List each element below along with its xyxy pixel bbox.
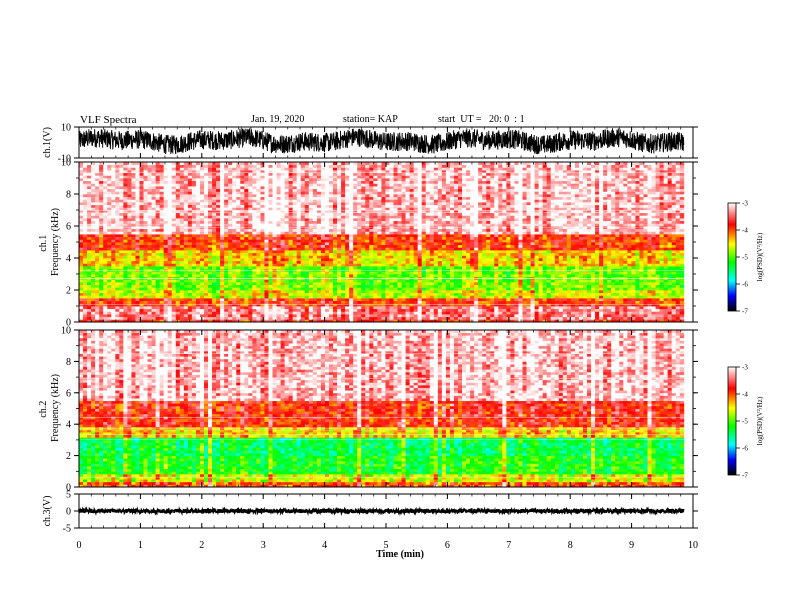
- colorbar-tick-label: -3: [742, 200, 748, 208]
- date-label: Jan. 19, 2020: [251, 114, 305, 125]
- y-tick-label: 10: [61, 326, 71, 337]
- x-tick-label: 2: [199, 540, 204, 551]
- ch2-spectrogram-ylabel: ch.2 Frequency (kHz): [38, 374, 61, 442]
- start-time-label: start UT = 20: 0 : 1: [438, 114, 525, 125]
- ch1-spectrogram-image: [79, 162, 693, 323]
- ch1-spectrogram-ylabel-line1: ch.1: [38, 235, 49, 252]
- ch1-waveform-axis: 10 -10: [58, 123, 698, 165]
- ch2-colorbar: -3 -4 -5 -6 -7 log(PSD)(V²/Hz): [727, 364, 764, 480]
- ch1-colorbar-ticks: -3 -4 -5 -6 -7: [736, 200, 748, 316]
- ch2-spectrogram-image: [79, 330, 693, 488]
- colorbar-tick-label: -4: [742, 391, 748, 399]
- y-tick-label: 4: [66, 420, 71, 431]
- y-tick-label: 6: [66, 388, 71, 399]
- ch1-colorbar-gradient: [727, 202, 737, 312]
- ch2-colorbar-gradient: [727, 366, 737, 476]
- y-tick-label: 0: [66, 318, 71, 329]
- colorbar-tick-label: -7: [742, 472, 748, 480]
- ch1-waveform-ylabel: ch.1(V): [42, 127, 53, 158]
- y-tick-label: 0: [66, 507, 71, 518]
- colorbar-tick-label: -5: [742, 254, 748, 262]
- chart-title: VLF Spectra: [80, 114, 137, 126]
- colorbar-tick-label: -6: [742, 281, 748, 289]
- colorbar-tick-label: -7: [742, 308, 748, 316]
- ch2-colorbar-ticks: -3 -4 -5 -6 -7: [736, 364, 748, 480]
- ch3-waveform-panel: 5 0 -5 ch.3(V): [42, 490, 698, 535]
- x-tick-label: 9: [629, 540, 634, 551]
- y-tick-label: 4: [66, 254, 71, 265]
- ch1-spectrogram-ylabel: ch.1 Frequency (kHz): [38, 208, 61, 276]
- ch1-colorbar-label: log(PSD)(V²/Hz): [756, 232, 764, 281]
- colorbar-tick-label: -3: [742, 364, 748, 372]
- x-tick-label: 10: [688, 540, 698, 551]
- x-tick-label: 4: [322, 540, 327, 551]
- colorbar-tick-label: -5: [742, 418, 748, 426]
- x-tick-label: 5: [384, 540, 389, 551]
- y-tick-label: -5: [63, 524, 71, 535]
- y-tick-label: 6: [66, 222, 71, 233]
- ch2-colorbar-label: log(PSD)(V²/Hz): [756, 396, 764, 445]
- y-tick-label: -10: [58, 154, 71, 165]
- x-tick-label: 7: [506, 540, 511, 551]
- time-axis-label: Time (min): [376, 549, 424, 560]
- ch1-colorbar: -3 -4 -5 -6 -7 log(PSD)(V²/Hz): [727, 200, 764, 316]
- ch3-waveform-axis: 5 0 -5: [63, 490, 698, 535]
- ch1-waveform-trace: [78, 127, 685, 155]
- ch1-spectrogram-panel: 0 2 4 6 8 10 ch.1 Frequency (kHz): [38, 158, 698, 329]
- y-tick-label: 8: [66, 357, 71, 368]
- y-tick-label: 8: [66, 190, 71, 201]
- x-tick-label: 1: [138, 540, 143, 551]
- time-axis: 0 1 2 3 4 5 6 7 8 9 10: [77, 127, 698, 551]
- colorbar-tick-label: -6: [742, 445, 748, 453]
- y-tick-label: 10: [61, 158, 71, 169]
- x-tick-label: 8: [568, 540, 573, 551]
- ch2-spectrogram-ylabel-line2: Frequency (kHz): [50, 374, 61, 442]
- y-tick-label: 0: [66, 483, 71, 494]
- y-tick-label: 10: [61, 123, 71, 134]
- ch3-waveform-ylabel: ch.3(V): [42, 496, 53, 527]
- ch2-spectrogram-axis: 0 2 4 6 8 10: [61, 326, 698, 494]
- x-tick-label: 3: [261, 540, 266, 551]
- y-tick-label: 2: [66, 451, 71, 462]
- y-tick-label: 5: [66, 490, 71, 501]
- ch1-spectrogram-axis: 0 2 4 6 8 10: [61, 158, 698, 329]
- ch3-waveform-trace: [78, 506, 685, 517]
- ch2-spectrogram-panel: 0 2 4 6 8 10 ch.2 Frequency (kHz): [38, 326, 698, 494]
- x-tick-label: 0: [77, 540, 82, 551]
- ch1-spectrogram-ylabel-line2: Frequency (kHz): [50, 208, 61, 276]
- ch2-spectrogram-ylabel-line1: ch.2: [38, 401, 49, 418]
- x-tick-label: 6: [445, 540, 450, 551]
- station-label: station= KAP: [343, 114, 398, 125]
- y-tick-label: 2: [66, 286, 71, 297]
- colorbar-tick-label: -4: [742, 227, 748, 235]
